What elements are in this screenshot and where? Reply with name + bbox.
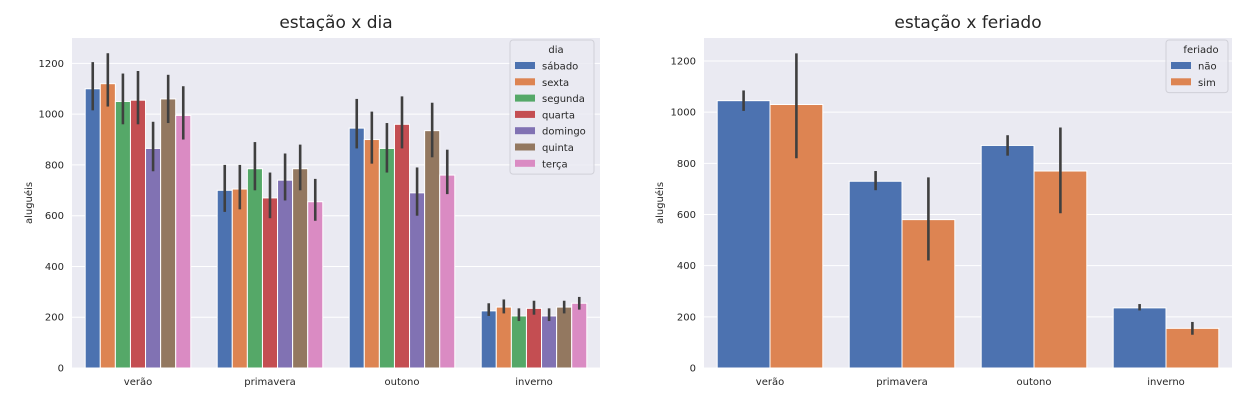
bar-sexta-verão bbox=[99, 83, 116, 369]
bar-sexta-inverno bbox=[495, 306, 512, 369]
y-tick-label: 1200 bbox=[39, 59, 64, 70]
x-tick-label: verão bbox=[124, 377, 152, 388]
bar-domingo-primavera bbox=[277, 179, 294, 369]
bar-terça-verão bbox=[175, 114, 192, 369]
y-tick-label: 200 bbox=[677, 312, 696, 323]
legend-label-quarta: quarta bbox=[542, 110, 575, 121]
legend-label-sexta: sexta bbox=[542, 78, 569, 89]
y-tick-label: 0 bbox=[690, 364, 696, 375]
bar-quarta-verão bbox=[129, 99, 147, 369]
bar-quinta-inverno bbox=[556, 306, 573, 369]
y-tick-label: 600 bbox=[677, 210, 696, 221]
legend-swatch-não bbox=[1171, 62, 1191, 69]
y-tick-label: 0 bbox=[58, 364, 64, 375]
bar-sábado-primavera bbox=[216, 189, 233, 369]
x-tick-label: primavera bbox=[244, 377, 295, 388]
bar-sim-inverno bbox=[1165, 327, 1220, 369]
y-tick-label: 1000 bbox=[39, 110, 64, 121]
y-tick-label: 600 bbox=[45, 211, 64, 222]
y-tick-label: 1000 bbox=[671, 108, 696, 119]
bar-sexta-outono bbox=[363, 139, 380, 369]
bar-sábado-verão bbox=[84, 88, 101, 369]
x-tick-label: primavera bbox=[876, 377, 927, 388]
y-tick-label: 1200 bbox=[671, 57, 696, 68]
chart-title: estação x dia bbox=[279, 13, 392, 33]
legend-swatch-quinta bbox=[515, 143, 535, 151]
legend-swatch-sexta bbox=[515, 78, 535, 86]
y-tick-label: 800 bbox=[677, 159, 696, 170]
legend-swatch-sim bbox=[1171, 78, 1191, 86]
x-tick-label: outono bbox=[385, 377, 420, 388]
legend-title: feriado bbox=[1183, 45, 1218, 56]
legend-swatch-quarta bbox=[515, 110, 535, 118]
legend-label-sim: sim bbox=[1198, 78, 1216, 89]
x-tick-label: inverno bbox=[515, 377, 553, 388]
chart-title: estação x feriado bbox=[894, 13, 1041, 33]
bar-não-verão bbox=[716, 100, 771, 369]
legend-title: dia bbox=[548, 45, 563, 56]
bar-sábado-outono bbox=[348, 127, 365, 369]
legend-label-domingo: domingo bbox=[542, 127, 586, 138]
legend-swatch-sábado bbox=[515, 62, 535, 69]
bar-segunda-outono bbox=[378, 147, 395, 369]
x-tick-label: outono bbox=[1017, 377, 1052, 388]
bar-quarta-outono bbox=[393, 123, 411, 369]
y-tick-label: 400 bbox=[45, 262, 64, 273]
legend-swatch-domingo bbox=[515, 127, 535, 135]
bar-não-outono bbox=[980, 144, 1035, 369]
legend-label-sábado: sábado bbox=[542, 61, 578, 73]
y-tick-label: 800 bbox=[45, 160, 64, 171]
bar-domingo-outono bbox=[409, 192, 426, 369]
bar-terça-outono bbox=[439, 174, 456, 369]
x-tick-label: verão bbox=[756, 377, 784, 388]
bar-não-inverno bbox=[1112, 307, 1167, 369]
legend-label-segunda: segunda bbox=[542, 94, 585, 105]
bar-terça-primavera bbox=[307, 201, 324, 369]
bar-quarta-primavera bbox=[261, 197, 279, 369]
bar-terça-inverno bbox=[571, 302, 588, 369]
bar-segunda-primavera bbox=[246, 168, 263, 369]
bar-segunda-verão bbox=[114, 100, 131, 369]
bar-segunda-inverno bbox=[510, 315, 527, 369]
y-tick-label: 200 bbox=[45, 313, 64, 324]
bar-não-primavera bbox=[848, 180, 903, 369]
bar-sexta-primavera bbox=[231, 188, 248, 369]
chart-estacao-x-dia: 0 200 400 600 800 1000 1200 verão primavera outon… bbox=[23, 13, 600, 388]
bar-quarta-inverno bbox=[525, 307, 543, 369]
bar-quinta-outono bbox=[424, 130, 441, 369]
bar-quinta-verão bbox=[160, 98, 177, 369]
bar-domingo-inverno bbox=[541, 315, 558, 369]
legend-label-não: não bbox=[1198, 62, 1217, 73]
bar-domingo-verão bbox=[145, 147, 162, 369]
x-tick-label: inverno bbox=[1147, 377, 1185, 388]
bar-sábado-inverno bbox=[480, 310, 497, 369]
legend-label-quinta: quinta bbox=[542, 143, 574, 154]
chart-estacao-x-feriado: 0 200 400 600 800 1000 1200 verão primavera outon… bbox=[654, 13, 1232, 388]
bar-quinta-primavera bbox=[292, 168, 309, 369]
legend-swatch-terça bbox=[515, 159, 535, 167]
y-axis-label: aluguéis bbox=[23, 182, 35, 224]
legend-swatch-segunda bbox=[515, 94, 535, 102]
legend-label-terça: terça bbox=[542, 159, 568, 170]
legend-box bbox=[509, 39, 595, 175]
y-axis-label: aluguéis bbox=[654, 182, 666, 224]
y-tick-label: 400 bbox=[677, 261, 696, 272]
